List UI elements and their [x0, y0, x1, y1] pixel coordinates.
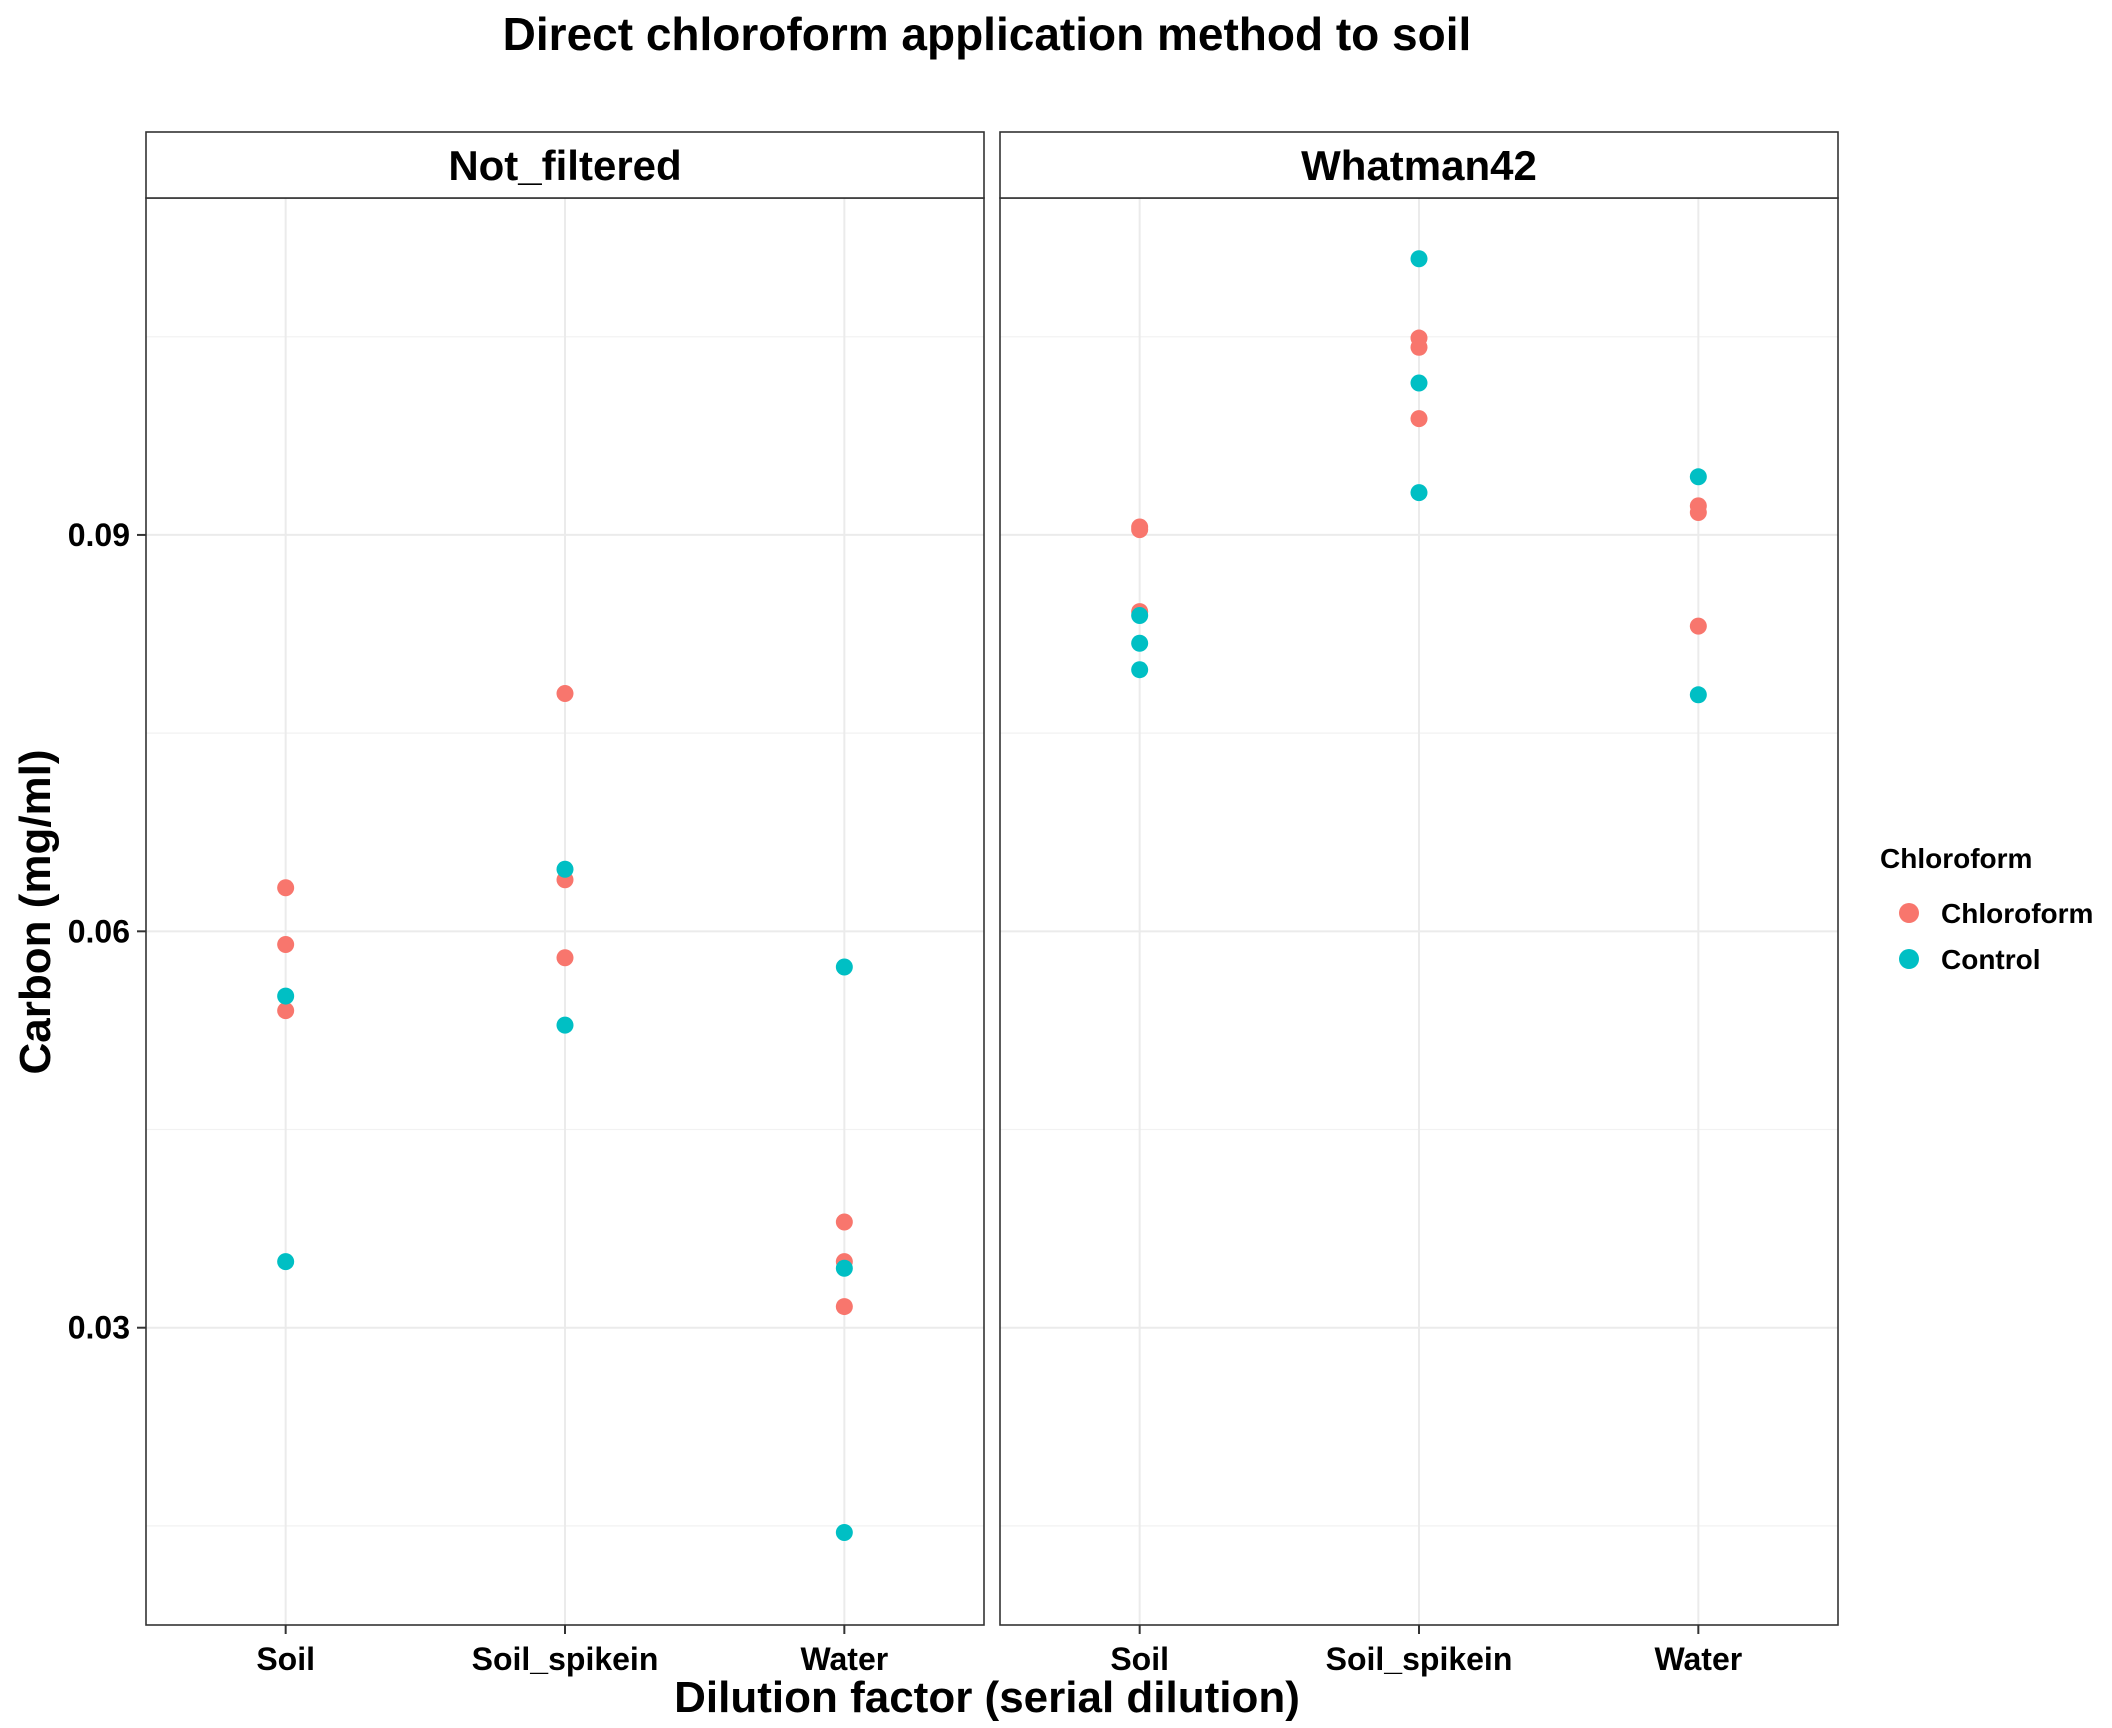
panel-whatman42: Soil Soil_spikein Water Whatman42 — [999, 131, 1839, 1677]
legend-key-control — [1899, 949, 1919, 969]
data-point-control — [277, 1253, 295, 1271]
data-point-control — [277, 987, 295, 1005]
data-point-control — [1410, 250, 1428, 268]
data-point-chloroform — [1131, 521, 1149, 539]
x-tick-label: Soil — [1110, 1641, 1169, 1677]
data-point-control — [1689, 468, 1707, 486]
data-point-control — [835, 1259, 853, 1277]
y-tick-label: 0.09 — [68, 517, 130, 553]
data-point-control — [1410, 374, 1428, 392]
legend-label-chloroform: Chloroform — [1941, 898, 2093, 929]
facet-strip — [999, 131, 1839, 199]
legend-label-control: Control — [1941, 944, 2041, 975]
data-point-control — [1131, 634, 1149, 652]
panel-not-filtered: Soil Soil_spikein Water Not_filtered — [145, 131, 985, 1677]
data-point-control — [1410, 484, 1428, 502]
facet-strip — [145, 131, 985, 199]
x-tick-label: Water — [800, 1641, 888, 1677]
facet-strip-label: Not_filtered — [448, 142, 681, 189]
facet-strip-label: Whatman42 — [1301, 142, 1537, 189]
x-tick-label: Soil — [256, 1641, 315, 1677]
legend-key-chloroform — [1899, 903, 1919, 923]
data-point-chloroform — [556, 684, 574, 702]
data-point-chloroform — [1689, 617, 1707, 635]
x-axis-label: Dilution factor (serial dilution) — [674, 1673, 1300, 1722]
legend: Chloroform Chloroform Control — [1880, 843, 2093, 975]
y-axis: 0.03 0.06 0.09 — [68, 517, 146, 1346]
data-point-chloroform — [835, 1298, 853, 1316]
x-tick-label: Water — [1654, 1641, 1742, 1677]
data-point-chloroform — [556, 949, 574, 967]
x-tick-label: Soil_spikein — [472, 1641, 659, 1677]
y-tick-label: 0.06 — [68, 913, 130, 949]
data-point-control — [1131, 661, 1149, 679]
x-tick-label: Soil_spikein — [1326, 1641, 1513, 1677]
data-point-control — [1131, 607, 1149, 625]
data-point-control — [835, 1524, 853, 1542]
data-point-control — [556, 860, 574, 878]
y-axis-label: Carbon (mg/ml) — [11, 749, 60, 1074]
y-tick-label: 0.03 — [68, 1310, 130, 1346]
data-point-chloroform — [277, 879, 295, 897]
data-point-chloroform — [1689, 503, 1707, 521]
data-point-control — [556, 1016, 574, 1034]
data-point-chloroform — [277, 1002, 295, 1020]
chart-title: Direct chloroform application method to … — [503, 8, 1472, 60]
data-point-chloroform — [1410, 410, 1428, 428]
data-point-chloroform — [1410, 338, 1428, 356]
legend-title: Chloroform — [1880, 843, 2032, 874]
data-point-chloroform — [277, 936, 295, 954]
data-point-control — [835, 958, 853, 976]
data-point-control — [1689, 686, 1707, 704]
data-point-chloroform — [835, 1213, 853, 1231]
